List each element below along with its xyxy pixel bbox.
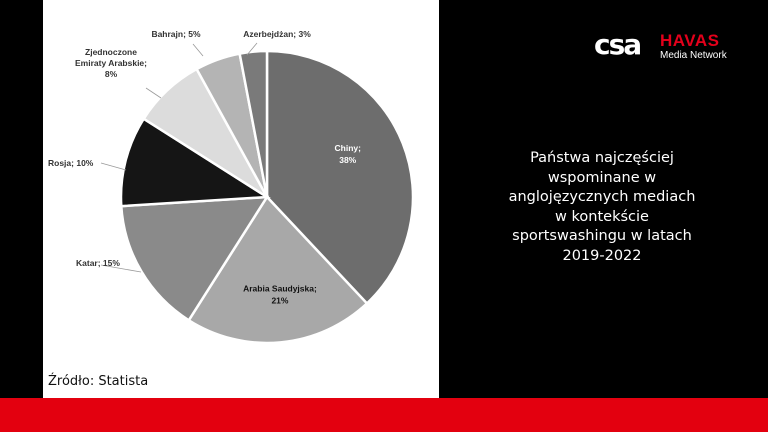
chart-panel: Chiny; 38% Arabia Saudyjska; 21% Katar; 15% R… <box>43 0 439 398</box>
headline-line: wspominane w <box>547 169 657 186</box>
headline-line: sportswashingu w latach <box>512 228 692 244</box>
headline-line: w kontekście <box>555 208 649 225</box>
pie-slice-chiny <box>265 49 415 306</box>
slice-label: Arabia Saudyjska; <box>243 283 317 293</box>
slice-label: Emiraty Arabskie; <box>75 58 147 68</box>
leader-line <box>100 264 142 273</box>
slice-label: 21% <box>271 295 288 305</box>
source-note: Źródło: Statista <box>48 374 149 389</box>
footer-red-bar <box>0 398 768 432</box>
slice-label: 8% <box>105 69 118 79</box>
pie-slice-azerbejdżan <box>238 49 269 198</box>
pie-slice-arabia-saudyjska <box>187 194 369 345</box>
slice-label: 38% <box>339 155 356 165</box>
leader-line <box>192 43 204 57</box>
slice-label: Azerbejdżan; 3% <box>243 29 311 39</box>
media-network-label: Media Network <box>660 50 727 61</box>
headline: Państwa najczęściej wspominane w angloję… <box>452 149 752 266</box>
headline-line: Państwa najczęściej <box>530 150 674 166</box>
leader-line <box>100 162 127 171</box>
headline-line: anglojęzycznych mediach <box>508 189 696 205</box>
slice-label: Chiny; <box>335 143 362 153</box>
leader-line <box>246 42 258 56</box>
slice-label: Katar; 15% <box>76 258 120 268</box>
headline-line: 2019-2022 <box>562 247 642 264</box>
slice-label: Zjednoczone <box>85 47 137 57</box>
havas-logo: HAVAS <box>660 31 720 50</box>
pie-chart: Chiny; 38% Arabia Saudyjska; 21% Katar; 15% R… <box>48 29 415 345</box>
slice-label: Bahrajn; 5% <box>151 29 201 39</box>
pie-slice-katar <box>119 195 270 322</box>
csa-logo: csa <box>594 28 642 61</box>
leader-line <box>145 87 162 99</box>
logo-group: csa HAVAS Media Network <box>594 28 744 66</box>
pie-slice-rosja <box>119 117 271 208</box>
slice-label: Rosja; 10% <box>48 158 94 168</box>
